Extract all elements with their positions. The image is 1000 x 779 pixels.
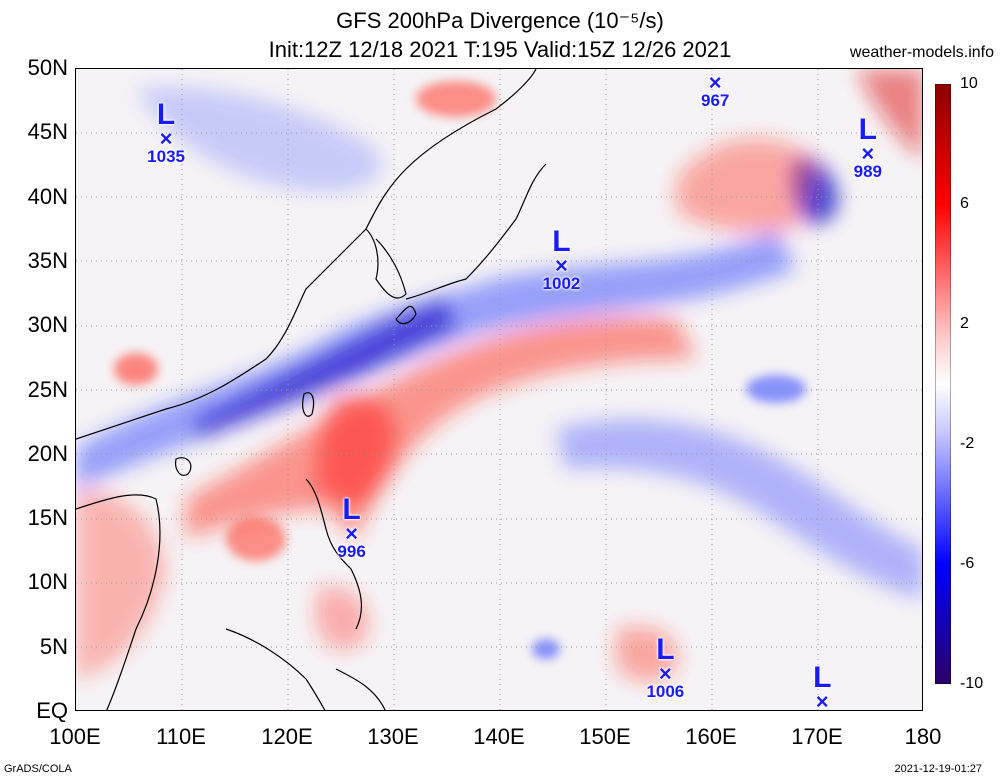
low-symbol: L <box>156 97 176 131</box>
colorbar-label: -10 <box>960 675 984 692</box>
lat-label: 20N <box>27 440 68 466</box>
chart-subtitle: Init:12Z 12/18 2021 T:195 Valid:15Z 12/2… <box>268 37 732 62</box>
lon-label: 160E <box>685 724 737 749</box>
low-symbol: L <box>685 69 745 74</box>
low-pressure-value: 1002 <box>542 274 581 294</box>
colorbar-label: 6 <box>960 195 969 212</box>
low-symbol: L <box>342 492 361 526</box>
low-pressure-marker: L×1006 <box>792 660 852 711</box>
low-symbol: L <box>858 113 877 147</box>
lon-label: 170E <box>791 724 843 749</box>
colorbar-label: 2 <box>960 315 969 332</box>
lon-label: 150E <box>579 724 631 749</box>
lat-label: 15N <box>27 505 68 531</box>
low-pressure-value: 989 <box>853 162 882 182</box>
low-pressure-marker: L×967 <box>685 69 745 111</box>
colorbar-label: -6 <box>960 555 975 572</box>
low-center-x-icon: × <box>555 253 568 279</box>
low-pressure-value: 1006 <box>646 681 685 701</box>
lat-label: EQ <box>36 698 68 723</box>
low-pressure-marker: L×1006 <box>635 632 695 701</box>
low-symbol: L <box>656 632 675 666</box>
low-pressure-value: 1035 <box>147 146 185 166</box>
lon-label: 110E <box>156 724 206 749</box>
low-symbol: L <box>552 225 571 259</box>
colorbar-label: 10 <box>960 75 978 92</box>
low-center-x-icon: × <box>708 70 722 96</box>
lat-label: 5N <box>39 633 68 659</box>
low-center-x-icon: × <box>815 688 829 711</box>
lat-label: 40N <box>27 183 68 209</box>
footer-timestamp: 2021-12-19-01:27 <box>894 763 982 775</box>
low-pressure-marker: L × 1035 <box>136 97 196 166</box>
low-pressure-marker: L × 1002 <box>531 227 591 293</box>
divergence-field <box>76 69 922 710</box>
low-pressure-marker: L × 996 <box>322 492 382 561</box>
low-pressure-value: 996 <box>337 541 366 561</box>
colorbar-label: -2 <box>960 435 975 452</box>
colorbar <box>935 84 951 684</box>
site-label: weather-models.info <box>849 44 994 61</box>
lon-label: 140E <box>473 724 525 749</box>
lat-label: 30N <box>27 312 68 338</box>
low-symbol: L <box>813 660 832 694</box>
lon-label: 180 <box>904 724 942 749</box>
chart-title: GFS 200hPa Divergence (10⁻⁵/s) <box>336 8 664 33</box>
low-center-x-icon: × <box>159 125 173 151</box>
footer-credit: GrADS/COLA <box>4 763 72 775</box>
lat-label: 45N <box>27 119 68 145</box>
low-center-x-icon: × <box>345 520 359 546</box>
lon-label: 100E <box>49 724 101 749</box>
low-pressure-value: 967 <box>700 91 730 111</box>
lat-label: 25N <box>27 376 68 402</box>
coastlines <box>76 69 547 710</box>
lat-label: 50N <box>27 55 68 80</box>
lat-label: 35N <box>27 247 68 273</box>
low-center-x-icon: × <box>861 141 875 167</box>
low-center-x-icon: × <box>658 660 672 686</box>
lon-label: 120E <box>261 724 313 749</box>
low-pressure-marker: L × 989 <box>838 115 898 181</box>
lon-label: 130E <box>367 724 419 749</box>
lat-label: 10N <box>27 569 68 595</box>
